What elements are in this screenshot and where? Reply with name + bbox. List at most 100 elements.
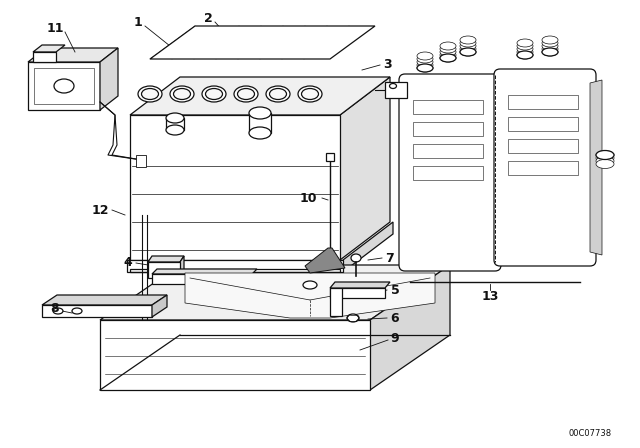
Ellipse shape xyxy=(440,48,456,56)
Polygon shape xyxy=(495,85,507,260)
Polygon shape xyxy=(100,48,118,110)
Bar xyxy=(385,82,407,98)
Ellipse shape xyxy=(517,42,533,50)
Ellipse shape xyxy=(517,39,533,47)
Text: 12: 12 xyxy=(92,203,109,216)
Text: 8: 8 xyxy=(51,302,60,314)
Polygon shape xyxy=(180,256,184,278)
Polygon shape xyxy=(100,265,450,320)
Ellipse shape xyxy=(205,89,223,99)
Bar xyxy=(152,274,252,284)
Ellipse shape xyxy=(542,48,558,56)
Ellipse shape xyxy=(596,154,614,163)
Ellipse shape xyxy=(596,159,614,168)
Ellipse shape xyxy=(303,281,317,289)
Bar xyxy=(508,117,578,131)
Ellipse shape xyxy=(460,42,476,50)
Polygon shape xyxy=(127,260,343,272)
Bar xyxy=(42,305,152,317)
Ellipse shape xyxy=(517,45,533,53)
Text: 1: 1 xyxy=(134,16,142,29)
Text: 9: 9 xyxy=(390,332,399,345)
Ellipse shape xyxy=(53,308,63,314)
Text: 2: 2 xyxy=(204,12,212,25)
Polygon shape xyxy=(305,248,345,273)
Polygon shape xyxy=(330,288,385,298)
Ellipse shape xyxy=(460,36,476,44)
Ellipse shape xyxy=(440,42,456,50)
Ellipse shape xyxy=(542,48,558,56)
Polygon shape xyxy=(340,77,390,260)
Ellipse shape xyxy=(351,254,361,262)
Polygon shape xyxy=(152,269,257,274)
Ellipse shape xyxy=(54,79,74,93)
Ellipse shape xyxy=(417,52,433,60)
Polygon shape xyxy=(150,26,375,59)
Ellipse shape xyxy=(249,127,271,139)
Ellipse shape xyxy=(166,113,184,123)
Bar xyxy=(326,153,334,161)
Ellipse shape xyxy=(237,89,255,99)
Polygon shape xyxy=(130,115,340,260)
Polygon shape xyxy=(33,45,65,52)
Text: 11: 11 xyxy=(46,22,64,34)
Bar xyxy=(413,100,483,114)
Ellipse shape xyxy=(542,36,558,44)
Ellipse shape xyxy=(596,151,614,159)
Polygon shape xyxy=(330,288,342,316)
Ellipse shape xyxy=(517,51,533,59)
Polygon shape xyxy=(185,273,435,318)
Ellipse shape xyxy=(440,54,456,62)
Ellipse shape xyxy=(596,151,614,159)
Text: 3: 3 xyxy=(384,59,392,72)
Ellipse shape xyxy=(517,51,533,59)
Ellipse shape xyxy=(440,54,456,62)
Polygon shape xyxy=(330,282,390,288)
Ellipse shape xyxy=(460,48,476,56)
Ellipse shape xyxy=(440,45,456,53)
Text: 7: 7 xyxy=(386,251,394,264)
Ellipse shape xyxy=(460,45,476,53)
FancyBboxPatch shape xyxy=(494,69,596,266)
Ellipse shape xyxy=(417,55,433,63)
Bar xyxy=(166,118,184,130)
Polygon shape xyxy=(33,52,56,62)
Bar xyxy=(413,166,483,180)
Ellipse shape xyxy=(298,86,322,102)
Polygon shape xyxy=(28,62,100,110)
Ellipse shape xyxy=(440,51,456,59)
Ellipse shape xyxy=(166,125,184,135)
Text: 00C07738: 00C07738 xyxy=(568,428,612,438)
Ellipse shape xyxy=(460,48,476,56)
Ellipse shape xyxy=(173,89,191,99)
Ellipse shape xyxy=(542,42,558,50)
Bar xyxy=(508,95,578,109)
Polygon shape xyxy=(148,256,184,262)
Polygon shape xyxy=(28,48,118,62)
Bar xyxy=(413,144,483,158)
Text: 4: 4 xyxy=(124,257,132,270)
Text: 13: 13 xyxy=(481,290,499,303)
Ellipse shape xyxy=(417,64,433,72)
Ellipse shape xyxy=(266,86,290,102)
Ellipse shape xyxy=(542,45,558,53)
Bar xyxy=(136,155,146,167)
Ellipse shape xyxy=(390,83,397,89)
Ellipse shape xyxy=(596,156,614,165)
Polygon shape xyxy=(343,222,393,272)
Bar xyxy=(413,122,483,136)
Bar xyxy=(508,161,578,175)
Polygon shape xyxy=(130,77,390,115)
Ellipse shape xyxy=(170,86,194,102)
Text: 10: 10 xyxy=(300,191,317,204)
Ellipse shape xyxy=(417,64,433,72)
Ellipse shape xyxy=(141,89,159,99)
Ellipse shape xyxy=(417,61,433,69)
Ellipse shape xyxy=(234,86,258,102)
Bar xyxy=(34,68,94,104)
Polygon shape xyxy=(100,320,370,390)
Polygon shape xyxy=(42,295,167,305)
Ellipse shape xyxy=(138,86,162,102)
Ellipse shape xyxy=(460,39,476,47)
Ellipse shape xyxy=(542,39,558,47)
